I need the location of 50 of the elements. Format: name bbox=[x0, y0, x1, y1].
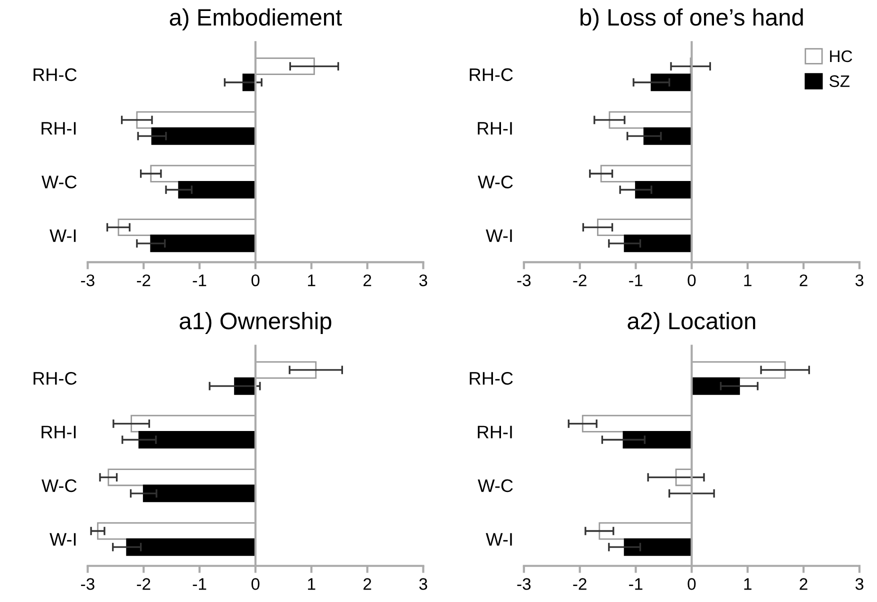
x-tick-label: 3 bbox=[855, 274, 864, 286]
x-tick-label: -3 bbox=[81, 578, 94, 590]
x-tick-label: -3 bbox=[81, 274, 94, 286]
legend-label: SZ bbox=[829, 75, 850, 88]
x-tick-label: 2 bbox=[364, 578, 372, 590]
y-tick-label: W-C bbox=[42, 479, 77, 492]
x-tick-label: 2 bbox=[800, 274, 808, 286]
x-tick-label: -3 bbox=[517, 274, 531, 286]
y-tick-label: W-I bbox=[50, 229, 76, 242]
chart-title: a2) Location bbox=[628, 312, 756, 334]
y-tick-label: W-C bbox=[42, 176, 77, 188]
y-tick-label: RH-I bbox=[478, 426, 512, 438]
x-tick-label: 1 bbox=[744, 578, 752, 590]
x-tick-label: -2 bbox=[136, 274, 150, 286]
x-tick-label: 2 bbox=[800, 578, 808, 590]
y-tick-label: W-C bbox=[478, 176, 513, 188]
chart-title: a) Embodiement bbox=[170, 8, 342, 30]
x-tick-label: -1 bbox=[192, 578, 206, 590]
x-tick-label: 3 bbox=[855, 578, 864, 590]
y-tick-label: W-C bbox=[478, 479, 513, 492]
x-tick-label: 2 bbox=[364, 274, 372, 286]
x-tick-label: -1 bbox=[192, 274, 206, 286]
x-tick-label: 0 bbox=[688, 274, 696, 286]
legend-label: HC bbox=[830, 50, 852, 62]
x-tick-label: -2 bbox=[136, 578, 150, 590]
x-tick-label: 1 bbox=[308, 274, 316, 286]
y-tick-label: RH-C bbox=[470, 68, 513, 82]
y-tick-label: W-I bbox=[486, 229, 512, 242]
y-tick-label: RH-I bbox=[42, 122, 76, 135]
x-tick-label: -2 bbox=[573, 578, 586, 590]
x-tick-label: 1 bbox=[744, 274, 752, 286]
x-tick-label: -1 bbox=[629, 578, 642, 590]
x-tick-label: 0 bbox=[251, 578, 260, 590]
y-tick-label: RH-I bbox=[478, 122, 512, 135]
y-tick-label: W-I bbox=[486, 533, 512, 546]
y-tick-label: RH-I bbox=[42, 426, 76, 438]
x-tick-label: -2 bbox=[573, 274, 586, 286]
x-tick-label: 0 bbox=[251, 274, 260, 286]
x-tick-label: -3 bbox=[517, 578, 531, 590]
x-tick-label: 3 bbox=[419, 578, 428, 590]
chart-title: a1) Ownership bbox=[180, 312, 332, 334]
y-tick-label: W-I bbox=[50, 533, 76, 546]
x-tick-label: 1 bbox=[308, 578, 316, 590]
x-tick-label: 0 bbox=[688, 578, 696, 590]
x-tick-label: -1 bbox=[629, 274, 642, 286]
chart-title: b) Loss of one’s hand bbox=[580, 8, 803, 30]
x-tick-label: 3 bbox=[419, 274, 428, 286]
y-tick-label: RH-C bbox=[470, 372, 513, 385]
y-tick-label: RH-C bbox=[34, 372, 77, 385]
y-tick-label: RH-C bbox=[34, 68, 77, 82]
